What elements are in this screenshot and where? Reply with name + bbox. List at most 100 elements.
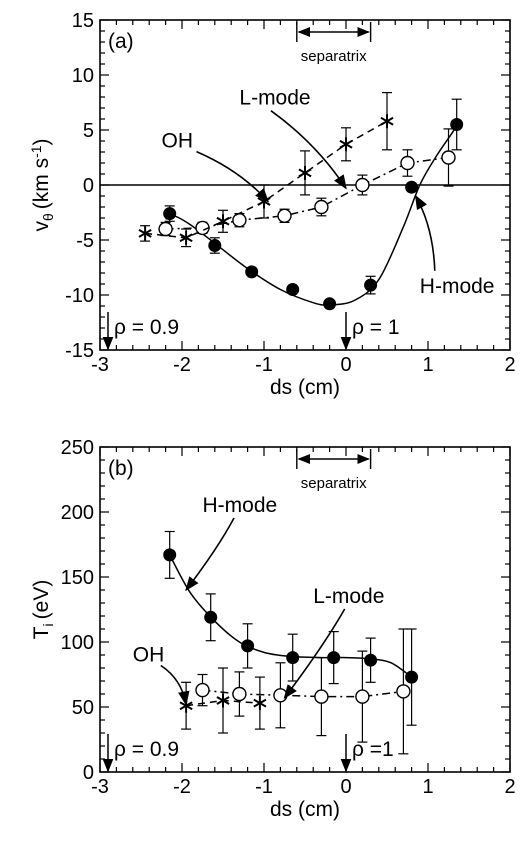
asterisk-stroke <box>298 168 312 178</box>
rho-marker-label: ρ = 0.9 <box>114 316 179 339</box>
y-axis-label-ylabel_close: ) <box>30 138 53 145</box>
y-tick-label: -10 <box>65 285 94 307</box>
plot-frame <box>99 446 511 773</box>
data-point <box>327 651 341 665</box>
data-point <box>364 653 378 667</box>
data-point <box>138 226 152 241</box>
y-tick-label: 5 <box>83 120 94 142</box>
series-l-mode <box>195 628 411 755</box>
asterisk-stroke <box>380 116 394 126</box>
rho-marker-label: ρ = 1 <box>352 316 400 339</box>
annotation-label: OH <box>162 130 194 153</box>
data-point <box>339 137 353 152</box>
y-axis-label-ylabel_unit: (eV) <box>30 580 53 620</box>
data-point <box>314 199 329 215</box>
x-axis-label: ds (cm) <box>270 376 340 399</box>
data-point <box>241 639 255 653</box>
series-h-mode <box>163 98 464 311</box>
annotation-label: L-mode <box>239 87 310 110</box>
data-point <box>216 693 230 708</box>
data-point <box>298 165 312 180</box>
panel-1: -3 -2 -1 0 1 2 0 50 100 150 200 250 ds (cm) Ti (eV) (b)… <box>30 437 516 821</box>
data-point <box>208 239 222 252</box>
data-point <box>314 689 329 704</box>
series-l-mode <box>158 128 456 237</box>
x-tick-label: -2 <box>173 776 191 798</box>
x-tick-label: 0 <box>340 354 351 376</box>
x-tick-label: -2 <box>173 354 191 376</box>
x-tick-label: -1 <box>255 776 273 798</box>
data-point <box>179 230 193 245</box>
asterisk-stroke <box>253 698 267 708</box>
y-axis-label: Ti (eV) <box>30 580 56 640</box>
y-tick-label: 100 <box>61 632 94 654</box>
data-point <box>273 688 288 703</box>
asterisk-stroke <box>138 229 152 238</box>
data-point <box>364 278 378 292</box>
data-point <box>405 180 419 194</box>
x-tick-label: -3 <box>91 354 109 376</box>
panel-label: (a) <box>108 30 134 53</box>
data-point <box>195 682 210 698</box>
series-h-mode <box>163 530 419 726</box>
y-tick-label: 0 <box>83 762 94 784</box>
annotation-arrow <box>160 664 190 706</box>
panel-label: (b) <box>108 457 134 480</box>
annotation-arrow <box>283 608 346 700</box>
asterisk-stroke <box>179 233 193 243</box>
data-point <box>450 118 464 131</box>
separatrix-label: separatrix <box>301 48 367 65</box>
data-point <box>245 265 259 279</box>
annotation-arrow <box>414 194 436 271</box>
data-point <box>163 207 177 221</box>
y-axis-label-ylabel_main: T <box>30 626 53 639</box>
series-oh <box>179 667 267 734</box>
annotation-arrow <box>196 150 270 203</box>
annotation-label: OH <box>133 644 165 667</box>
y-axis-label-ylabel_unit: (km s <box>30 158 53 209</box>
y-tick-label: -5 <box>76 230 94 252</box>
x-tick-label: 1 <box>422 776 433 798</box>
data-point <box>204 610 218 624</box>
annotation-label: H-mode <box>203 494 278 517</box>
data-point <box>232 686 247 702</box>
x-tick-label: 0 <box>340 776 351 798</box>
x-tick-label: 2 <box>504 776 515 798</box>
data-point <box>400 155 415 171</box>
y-tick-label: 150 <box>61 567 94 589</box>
separatrix-label: separatrix <box>301 475 367 492</box>
y-axis-label-ylabel_exp: -1 <box>28 145 44 158</box>
data-point <box>323 297 337 311</box>
data-point <box>441 150 456 165</box>
data-point <box>232 212 247 228</box>
series-line <box>165 124 458 306</box>
data-point <box>355 177 370 193</box>
y-tick-label: 0 <box>83 175 94 197</box>
y-tick-label: 10 <box>72 65 94 87</box>
y-tick-label: 15 <box>72 10 94 32</box>
y-axis-label: vθ (km s-1) <box>28 138 56 231</box>
rho-marker-label: ρ = 0.9 <box>114 738 179 761</box>
x-axis-label: ds (cm) <box>270 798 340 821</box>
y-tick-label: -15 <box>65 340 94 362</box>
asterisk-stroke <box>216 696 230 705</box>
data-point <box>163 548 177 562</box>
data-point <box>277 208 292 224</box>
y-tick-label: 50 <box>72 697 94 719</box>
data-point <box>380 114 394 129</box>
x-tick-label: -1 <box>255 354 273 376</box>
y-axis-label-ylabel_sub: i <box>40 623 56 626</box>
y-tick-label: 200 <box>61 502 94 524</box>
series-oh <box>138 91 394 248</box>
data-point <box>286 651 300 665</box>
annotation-label: H-mode <box>420 275 495 298</box>
y-axis-label-ylabel_sub: θ <box>40 213 56 221</box>
data-point <box>216 214 230 229</box>
asterisk-stroke <box>339 139 353 149</box>
annotation-label: L-mode <box>313 585 384 608</box>
data-point <box>158 221 173 237</box>
data-point <box>405 670 419 684</box>
x-tick-label: 2 <box>504 354 515 376</box>
